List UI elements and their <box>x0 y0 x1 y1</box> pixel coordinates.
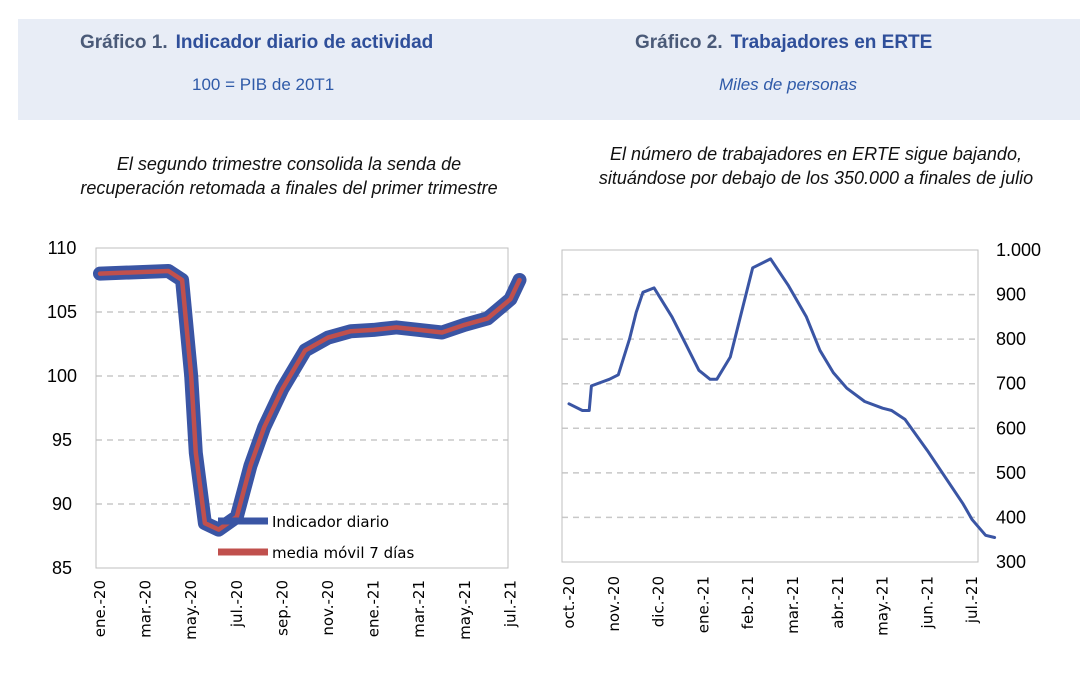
chart1-description: El segundo trimestre consolida la senda … <box>80 154 498 198</box>
chart2-x-tick: ene.-21 <box>694 576 712 633</box>
chart1-y-tick: 90 <box>52 494 72 514</box>
chart2-x-tick: dic.-20 <box>650 576 668 627</box>
chart2-title: Gráfico 2. Trabajadores en ERTE <box>635 32 933 53</box>
chart1-x-tick: mar.-21 <box>410 580 428 638</box>
chart2-y-tick: 500 <box>996 463 1026 483</box>
chart1-x-tick: jul.-21 <box>501 580 519 628</box>
chart1-x-tick: may.-20 <box>182 580 200 640</box>
chart1-legend-label-media: media móvil 7 días <box>272 544 414 562</box>
chart2-plot-border <box>561 249 979 563</box>
chart1-title: Gráfico 1. Indicador diario de actividad <box>80 32 434 53</box>
chart2-x-tick: feb.-21 <box>739 576 757 629</box>
chart1-y-tick: 110 <box>48 238 77 258</box>
chart1-x-tick: nov.-20 <box>319 580 337 636</box>
chart1-series-indicador-diario <box>93 264 527 537</box>
chart2-x-tick: abr.-21 <box>829 576 847 629</box>
chart2-x-tick: nov.-20 <box>605 576 623 632</box>
chart1-legend-label-indicador: Indicador diario <box>272 513 389 531</box>
chart2-x-tick: jun.-21 <box>918 576 936 629</box>
chart2-y-tick: 1.000 <box>996 240 1041 260</box>
chart2-y-tick: 800 <box>996 329 1026 349</box>
chart1-plot-border <box>95 247 509 569</box>
chart2-description: El número de trabajadores en ERTE sigue … <box>598 144 1034 188</box>
chart1-x-tick: jul.-20 <box>228 580 246 628</box>
chart2-x-tick: may.-21 <box>874 576 892 636</box>
chart1-y-tick: 85 <box>52 558 72 578</box>
chart2-y-tick: 400 <box>996 507 1026 527</box>
chart1-y-tick: 100 <box>47 366 77 386</box>
header-band <box>18 19 1080 120</box>
chart1-x-tick: mar.-20 <box>137 580 155 638</box>
chart2-x-tick: mar.-21 <box>784 576 802 634</box>
chart1-series-media-movil <box>97 268 522 532</box>
chart2-y-tick: 600 <box>996 418 1026 438</box>
chart1-y-tick: 105 <box>47 302 77 322</box>
chart1-subtitle: 100 = PIB de 20T1 <box>192 75 335 94</box>
chart2-y-tick: 700 <box>996 374 1026 394</box>
chart1-x-tick: ene.-20 <box>91 580 109 637</box>
chart2-series-erte <box>567 257 997 539</box>
chart2-x-tick: oct.-20 <box>560 576 578 629</box>
chart1-x-tick: ene.-21 <box>365 580 383 637</box>
chart1-y-tick: 95 <box>52 430 72 450</box>
chart1-x-tick: sep.-20 <box>273 580 291 636</box>
chart2-subtitle: Miles de personas <box>719 75 857 94</box>
chart2-x-tick: jul.-21 <box>963 576 981 624</box>
chart1-x-tick: may.-21 <box>456 580 474 640</box>
chart2-y-tick: 900 <box>996 285 1026 305</box>
chart2-y-tick: 300 <box>996 552 1026 572</box>
